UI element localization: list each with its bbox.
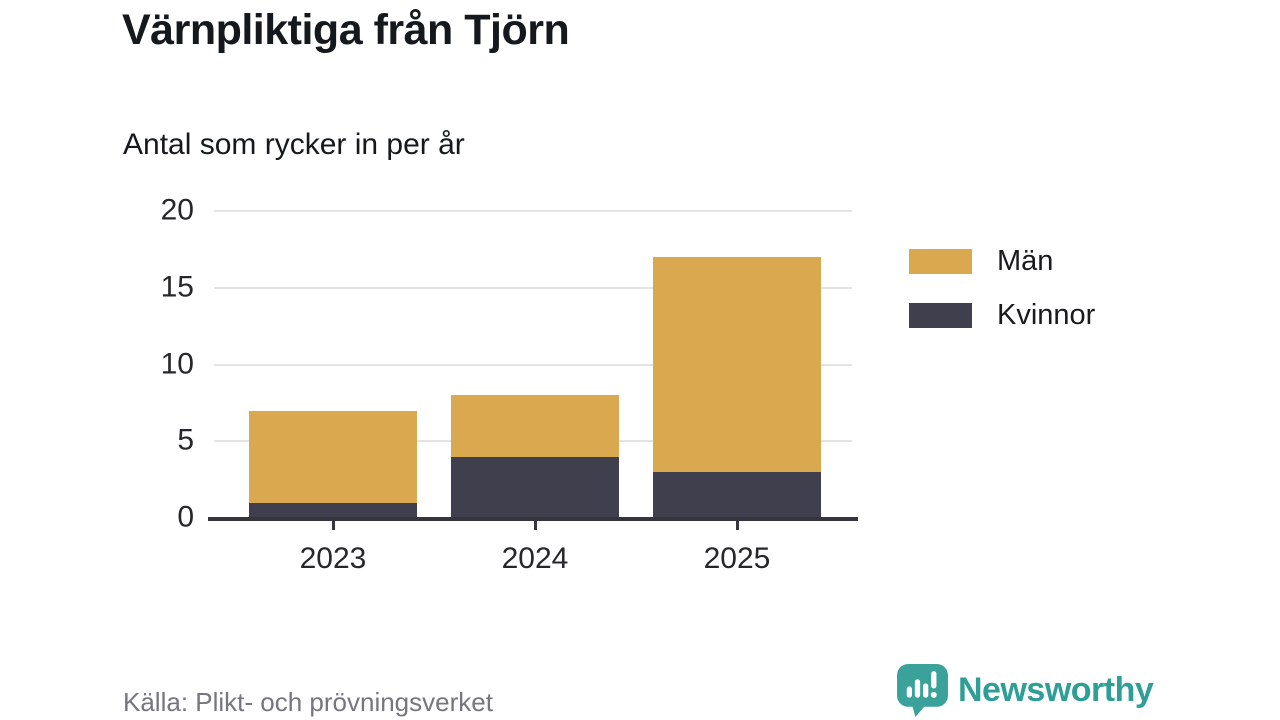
bar-segment-2024-Män [451, 395, 619, 457]
x-axis-tick [533, 521, 537, 530]
y-axis-tick-label: 15 [160, 270, 194, 304]
gridline-y-15 [214, 286, 852, 289]
x-axis-tick-label: 2025 [703, 542, 771, 575]
y-axis-tick-label: 5 [177, 423, 194, 457]
bar-segment-2023-Män [249, 410, 417, 503]
y-axis-tick-label: 10 [160, 346, 194, 380]
newsworthy-brand: Newsworthy [896, 663, 1154, 718]
y-axis-tick-label: 20 [160, 193, 194, 227]
legend-label: Kvinnor [997, 299, 1096, 331]
y-axis-tick-label: 0 [177, 500, 194, 534]
newsworthy-wordmark: Newsworthy [958, 671, 1154, 709]
newsworthy-logo-icon [897, 664, 948, 717]
chart-title: Värnpliktiga från Tjörn [122, 6, 570, 54]
chart-subtitle: Antal som rycker in per år [123, 128, 465, 161]
bar-segment-2023-Kvinnor [249, 502, 417, 518]
x-axis-tick-label: 2024 [501, 542, 569, 575]
x-axis-tick [735, 521, 739, 530]
legend-item-Kvinnor: Kvinnor [909, 299, 1095, 332]
legend-label: Män [997, 245, 1054, 277]
gridline-y-20 [214, 210, 852, 212]
bar-segment-2024-Kvinnor [451, 456, 619, 518]
legend-item-Män: Män [909, 245, 1095, 278]
x-axis-tick-label: 2023 [299, 542, 367, 575]
legend-swatch-Kvinnor [909, 303, 972, 328]
bar-segment-2025-Kvinnor [653, 471, 821, 518]
legend-swatch-Män [909, 249, 972, 274]
source-note: Källa: Plikt- och prövningsverket [123, 687, 493, 717]
gridline-y-10 [214, 363, 852, 366]
bar-segment-2025-Män [653, 257, 821, 472]
x-axis-tick [331, 521, 335, 530]
legend: Män Kvinnor [909, 245, 1095, 353]
x-axis-line [208, 517, 858, 521]
